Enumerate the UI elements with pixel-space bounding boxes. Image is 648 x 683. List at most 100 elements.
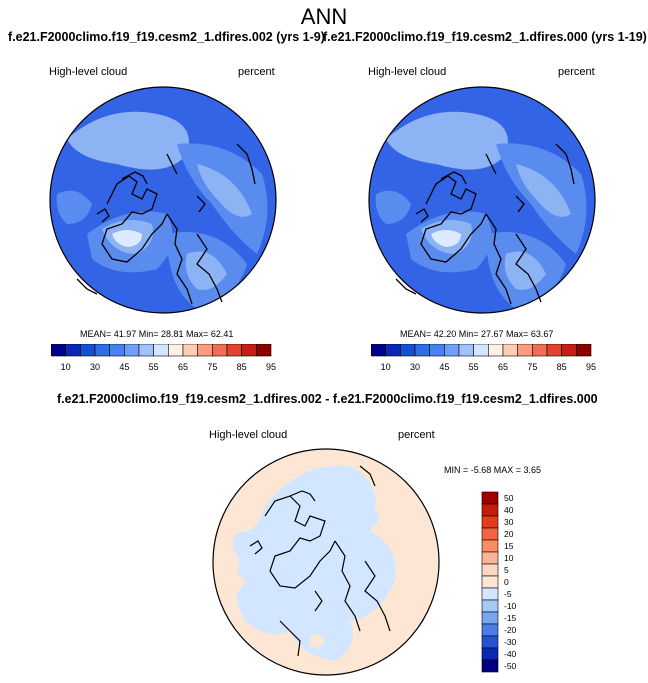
- colorbar-tick-label: 20: [504, 529, 514, 539]
- colorbar-swatch: [458, 344, 474, 357]
- colorbar-tick-label: 75: [527, 362, 537, 372]
- colorbar-swatch: [124, 344, 140, 357]
- colorbar-tick-label: -30: [504, 637, 517, 647]
- colorbar-swatch: [371, 344, 386, 357]
- colorbar-swatch: [481, 635, 499, 649]
- colorbar-tick-label: 45: [439, 362, 449, 372]
- colorbar-swatch: [256, 344, 272, 357]
- colorbar-swatch: [414, 344, 430, 357]
- colorbar-tick-label: 65: [178, 362, 188, 372]
- colorbar-swatch: [481, 659, 499, 673]
- colorbar-swatch: [153, 344, 169, 357]
- colorbar-swatch: [546, 344, 562, 357]
- colorbar-tick-label: 10: [504, 553, 514, 563]
- colorbar-swatch: [481, 623, 499, 637]
- colorbar-tick-label: 85: [237, 362, 247, 372]
- diff-panel-header: f.e21.F2000climo.f19_f19.cesm2_1.dfires.…: [57, 392, 598, 406]
- colorbar-tick-label: 15: [504, 541, 514, 551]
- left-units-label: percent: [238, 66, 275, 78]
- colorbar-swatch: [517, 344, 533, 357]
- colorbar-swatch: [481, 539, 499, 553]
- colorbar-tick-label: 50: [504, 493, 514, 503]
- diff-coastlines: [249, 465, 391, 657]
- colorbar-tick-label: 0: [504, 577, 509, 587]
- colorbar-swatch: [94, 344, 110, 357]
- right-stats: MEAN= 42.20 Min= 27.67 Max= 63.67: [400, 329, 554, 339]
- colorbar-swatch: [241, 344, 257, 357]
- colorbar-swatch: [561, 344, 577, 357]
- colorbar-tick-label: 10: [381, 362, 391, 372]
- right-map-border: [368, 86, 596, 314]
- main-title: ANN: [300, 4, 348, 29]
- right-colorbar: 10 30 45 55 65 75 85 95: [371, 344, 596, 372]
- colorbar-swatch: [576, 344, 592, 357]
- colorbar-tick-label: 55: [469, 362, 479, 372]
- colorbar-swatch: [226, 344, 242, 357]
- colorbar-tick-label: 75: [207, 362, 217, 372]
- right-panel-header: f.e21.F2000climo.f19_f19.cesm2_1.dfires.…: [323, 30, 647, 44]
- right-polar-map: [368, 86, 596, 314]
- diff-colorbar-swatches: [481, 491, 499, 673]
- colorbar-tick-label: -15: [504, 613, 517, 623]
- colorbar-tick-label: -40: [504, 649, 517, 659]
- right-colorbar-swatches: [371, 344, 592, 357]
- colorbar-tick-label: 45: [119, 362, 129, 372]
- colorbar-swatch: [502, 344, 518, 357]
- colorbar-swatch: [168, 344, 184, 357]
- diff-units-label: percent: [398, 429, 435, 441]
- colorbar-tick-label: -5: [504, 589, 512, 599]
- colorbar-tick-label: 95: [586, 362, 596, 372]
- colorbar-swatch: [444, 344, 460, 357]
- colorbar-swatch: [481, 587, 499, 601]
- colorbar-swatch: [400, 344, 416, 357]
- colorbar-swatch: [80, 344, 96, 357]
- colorbar-swatch: [481, 647, 499, 661]
- colorbar-swatch: [138, 344, 154, 357]
- colorbar-swatch: [385, 344, 401, 357]
- colorbar-tick-label: 30: [410, 362, 420, 372]
- colorbar-tick-label: -20: [504, 625, 517, 635]
- left-variable-label: High-level cloud: [49, 66, 128, 78]
- left-panel-header: f.e21.F2000climo.f19_f19.cesm2_1.dfires.…: [8, 30, 325, 44]
- diff-stats: MIN = -5.68 MAX = 3.65: [444, 465, 542, 475]
- left-map-border: [49, 86, 277, 314]
- diff-field: [213, 449, 439, 675]
- left-stats: MEAN= 41.97 Min= 28.81 Max= 62.41: [80, 329, 234, 339]
- colorbar-tick-label: 40: [504, 505, 514, 515]
- colorbar-tick-label: 85: [557, 362, 567, 372]
- left-coastlines: [76, 143, 256, 305]
- colorbar-tick-label: 95: [266, 362, 276, 372]
- left-cloud-field: [50, 87, 276, 313]
- colorbar-swatch: [481, 515, 499, 529]
- left-colorbar: 10 30 45 55 65 75 85 95: [51, 344, 276, 372]
- colorbar-swatch: [481, 551, 499, 565]
- right-variable-label: High-level cloud: [368, 66, 447, 78]
- colorbar-swatch: [481, 599, 499, 613]
- colorbar-swatch: [473, 344, 489, 357]
- colorbar-swatch: [182, 344, 198, 357]
- diff-polar-map: [212, 448, 440, 676]
- colorbar-swatch: [481, 611, 499, 625]
- right-coastlines: [395, 143, 575, 305]
- colorbar-swatch: [429, 344, 445, 357]
- colorbar-swatch: [65, 344, 81, 357]
- colorbar-tick-label: 5: [504, 565, 509, 575]
- colorbar-tick-label: 30: [504, 517, 514, 527]
- left-colorbar-swatches: [51, 344, 272, 357]
- colorbar-swatch: [481, 527, 499, 541]
- right-cloud-field: [369, 87, 595, 313]
- colorbar-swatch: [109, 344, 125, 357]
- colorbar-tick-label: 55: [149, 362, 159, 372]
- diff-variable-label: High-level cloud: [209, 429, 288, 441]
- colorbar-swatch: [532, 344, 548, 357]
- colorbar-swatch: [212, 344, 228, 357]
- colorbar-swatch: [481, 491, 499, 505]
- colorbar-tick-label: 65: [498, 362, 508, 372]
- colorbar-swatch: [51, 344, 66, 357]
- colorbar-tick-label: -50: [504, 661, 517, 671]
- right-units-label: percent: [558, 66, 595, 78]
- left-colorbar-ticks: 10 30 45 55 65 75 85 95: [61, 362, 276, 372]
- diff-map-border: [212, 448, 440, 676]
